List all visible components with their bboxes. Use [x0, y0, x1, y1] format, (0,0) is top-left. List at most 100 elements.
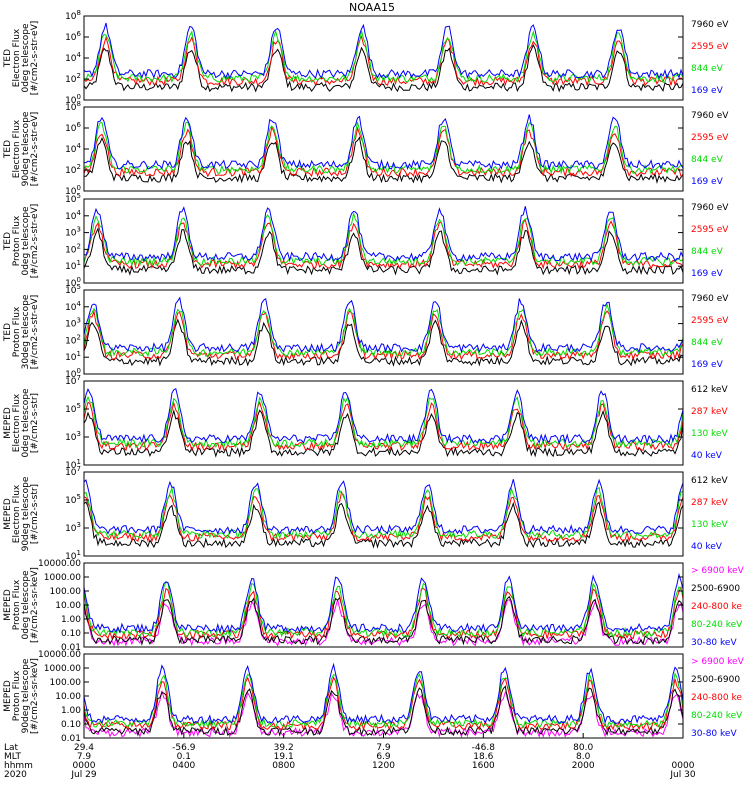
y-tick-label: 100	[65, 93, 81, 106]
x-tick-label: 18.6	[473, 752, 493, 762]
y-axis-label-line: 90deg telescope	[21, 111, 31, 186]
y-tick-label: 100.00	[50, 678, 82, 688]
legend-entry: > 6900 keV	[691, 566, 745, 576]
plot-title: NOAA15	[349, 1, 395, 14]
legend-entry: 612 keV	[691, 385, 728, 395]
x-tick-label: 0000	[672, 761, 695, 771]
legend-entry: 169 eV	[691, 86, 724, 96]
y-tick-label: 107	[65, 465, 81, 478]
legend-entry: 844 eV	[691, 247, 724, 257]
series-line-3-3	[83, 213, 684, 267]
x-tick-label: 80.0	[573, 743, 593, 753]
legend-entry: 2595 eV	[691, 133, 729, 143]
x-tick-label: Jul 30	[669, 770, 695, 780]
panel-3: 100 101 102 103 104 105 TED Proton Flux 0deg tel…	[3, 192, 729, 289]
series-line-3-1	[83, 226, 684, 276]
panel-frame	[83, 380, 684, 466]
legend-entry: 844 eV	[691, 64, 724, 74]
y-axis-label-line: MEPED	[3, 498, 13, 530]
y-axis-label-line: [#/cm2-s-sr-keV]	[30, 567, 40, 643]
y-tick-label: 108	[65, 100, 81, 113]
y-tick-label: 105	[65, 402, 81, 415]
legend-entry: > 6900 keV	[691, 657, 745, 667]
y-tick-label: 100	[65, 184, 81, 197]
legend-entry: 240-800 ke	[691, 693, 742, 703]
legend-entry: 130 keV	[691, 520, 728, 530]
y-tick-label: 101	[65, 549, 81, 562]
series-line-7-3	[83, 585, 684, 640]
x-tick-label: -46.8	[472, 743, 496, 753]
panel-frame	[83, 106, 684, 192]
x-tick-label: 19.1	[274, 752, 294, 762]
y-tick-label: 104	[65, 300, 81, 313]
y-tick-label: 102	[65, 242, 81, 255]
y-axis-label-line: Proton Flux	[12, 670, 22, 721]
legend-entry: 40 keV	[691, 542, 723, 552]
x-row-header: Lat	[4, 743, 19, 753]
series-line-4-3	[83, 302, 684, 358]
y-axis-label-line: TED	[3, 140, 13, 159]
y-tick-label: 0.01	[61, 734, 81, 744]
y-axis-label-line: TED	[3, 49, 13, 68]
panel-5: 101 103 105 107 MEPED Electron Flux 0deg teles…	[3, 374, 728, 471]
series-line-4-4	[83, 296, 684, 354]
series-line-8-5	[83, 662, 684, 725]
y-axis-label-line: TED	[3, 323, 13, 342]
y-tick-label: 103	[65, 317, 81, 330]
series-line-5-4	[83, 387, 684, 445]
legend-entry: 7960 eV	[691, 294, 729, 304]
x-tick-label: -56.9	[172, 743, 196, 753]
y-axis-label-line: 0deg telescope	[21, 388, 31, 458]
y-tick-label: 101	[65, 350, 81, 363]
y-tick-label: 102	[65, 72, 81, 85]
legend-entry: 240-800 ke	[691, 602, 742, 612]
series-line-6-4	[83, 478, 684, 536]
x-tick-label: 8.0	[576, 752, 591, 762]
y-axis-label-line: MEPED	[3, 589, 13, 621]
y-tick-label: 100	[65, 367, 81, 380]
y-tick-label: 103	[65, 226, 81, 239]
y-axis-label-line: Electron Flux	[12, 484, 22, 543]
panel-4: 100 101 102 103 104 105 TED Proton Flux 30deg te…	[3, 283, 729, 380]
series-line-8-4	[83, 672, 684, 729]
x-tick-label: 7.9	[77, 752, 92, 762]
x-tick-label: 29.4	[74, 743, 94, 753]
y-tick-label: 100.00	[50, 587, 82, 597]
series-line-4-1	[83, 318, 684, 367]
y-tick-label: 10000.00	[38, 650, 81, 660]
y-tick-label: 101	[65, 259, 81, 272]
x-row-header: 2020	[4, 770, 27, 780]
panel-7: 0.01 0.10 1.00 10.00 100.00 1000.00 10000.00 ME…	[3, 559, 745, 653]
panel-8: 0.01 0.10 1.00 10.00 100.00 1000.00 10000.00 ME…	[3, 650, 745, 744]
y-tick-label: 103	[65, 521, 81, 534]
y-tick-label: 104	[65, 209, 81, 222]
legend-entry: 2595 eV	[691, 42, 729, 52]
legend-entry: 7960 eV	[691, 20, 729, 30]
y-tick-label: 105	[65, 192, 81, 205]
y-tick-label: 0.01	[61, 643, 81, 653]
y-axis-label-line: 0deg telescope	[21, 206, 31, 276]
x-tick-label: 7.9	[376, 743, 391, 753]
y-tick-label: 104	[65, 142, 81, 155]
series-line-1-1	[83, 43, 684, 93]
legend-entry: 40 keV	[691, 451, 723, 461]
series-line-2-1	[83, 136, 684, 184]
y-axis-label-line: 0deg telescope	[21, 23, 31, 93]
legend-entry: 2500-6900	[691, 675, 740, 685]
y-axis-label-line: MEPED	[3, 680, 13, 712]
y-axis-label-line: [#/cm2-s-str-eV]	[30, 112, 40, 187]
y-axis-label-line: 0deg telescope	[21, 570, 31, 640]
series-line-3-2	[83, 219, 684, 270]
y-axis-label-line: [#/cm2-s-str]	[30, 484, 40, 544]
y-tick-label: 10.00	[55, 601, 81, 611]
legend-entry: 80-240 keV	[691, 711, 743, 721]
legend-entry: 844 eV	[691, 338, 724, 348]
y-axis-label-line: Proton Flux	[12, 579, 22, 630]
x-tick-label: 6.9	[376, 752, 391, 762]
legend-entry: 612 keV	[691, 476, 728, 486]
legend-entry: 287 keV	[691, 498, 728, 508]
series-line-3-4	[83, 206, 684, 263]
legend-entry: 7960 eV	[691, 111, 729, 121]
legend-entry: 2500-6900	[691, 584, 740, 594]
